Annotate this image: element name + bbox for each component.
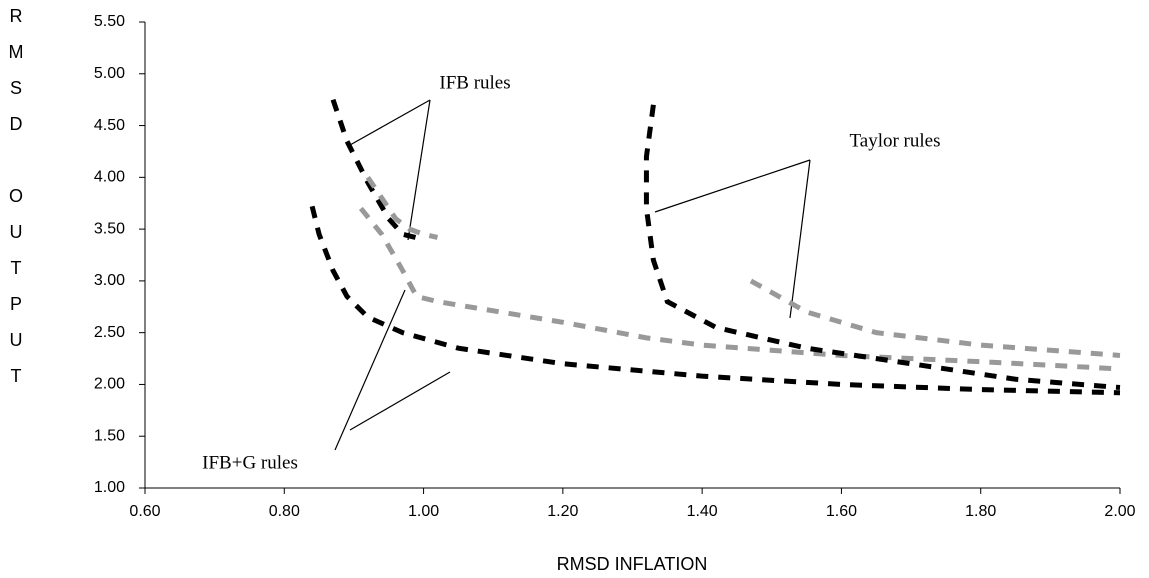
callout-line xyxy=(334,289,406,451)
x-tick-label: 1.00 xyxy=(408,503,439,520)
callout-line xyxy=(407,99,431,241)
x-tick-label: 2.00 xyxy=(1104,503,1135,520)
line-series xyxy=(643,104,1121,391)
x-tick-label: 1.20 xyxy=(547,503,578,520)
y-tick-label: 1.50 xyxy=(94,427,125,444)
y-tick-label: 5.50 xyxy=(94,13,125,30)
x-tick-label: 0.80 xyxy=(269,503,300,520)
x-tick-label: 1.40 xyxy=(687,503,718,520)
y-tick-label: 4.50 xyxy=(94,117,125,134)
y-axis-label: RMSD OUTPUT xyxy=(6,6,26,402)
annotation: Taylor rules xyxy=(849,130,940,151)
line-series xyxy=(749,278,1121,358)
y-tick-label: 5.00 xyxy=(94,65,125,82)
x-axis-label: RMSD INFLATION xyxy=(557,554,708,574)
annotation: IFB rules xyxy=(439,72,510,93)
callout-line xyxy=(789,159,811,319)
x-tick-label: 0.60 xyxy=(129,503,160,520)
y-tick-label: 1.00 xyxy=(94,479,125,496)
callout-line xyxy=(654,159,811,213)
annotation: IFB+G rules xyxy=(202,452,298,473)
x-tick-label: 1.80 xyxy=(965,503,996,520)
callout-line xyxy=(349,99,431,146)
y-tick-label: 2.50 xyxy=(94,324,125,341)
callout-line xyxy=(349,371,451,431)
line-series xyxy=(358,206,1121,372)
x-tick-label: 1.60 xyxy=(826,503,857,520)
callout-lines xyxy=(334,99,811,451)
line-series xyxy=(330,98,425,242)
y-tick-label: 3.50 xyxy=(94,220,125,237)
y-tick-label: 3.00 xyxy=(94,272,125,289)
y-tick-label: 4.00 xyxy=(94,169,125,186)
y-tick-label: 2.00 xyxy=(94,376,125,393)
